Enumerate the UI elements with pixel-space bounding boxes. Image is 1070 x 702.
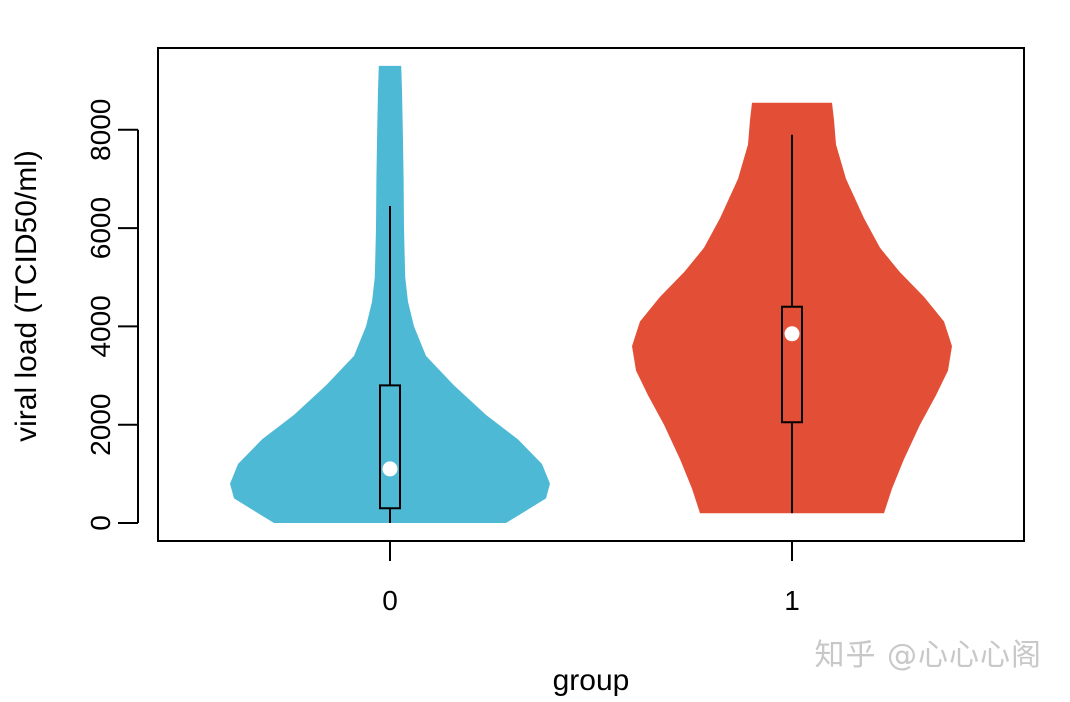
y-axis: 0 2000 4000 6000 8000 bbox=[85, 99, 139, 531]
y-tick-label-6000: 6000 bbox=[85, 197, 116, 259]
y-tick-label-8000: 8000 bbox=[85, 99, 116, 161]
x-axis-label: group bbox=[553, 664, 630, 697]
median-point-group-0 bbox=[382, 461, 398, 477]
violins bbox=[230, 65, 952, 524]
median-point-group-1 bbox=[784, 326, 800, 342]
x-tick-label-1: 1 bbox=[784, 585, 800, 616]
y-tick-label-4000: 4000 bbox=[85, 295, 116, 357]
y-axis-label: viral load (TCID50/ml) bbox=[10, 150, 43, 442]
watermark: 知乎 @心心心阁 bbox=[814, 638, 1042, 673]
iqr-box-group-1 bbox=[781, 305, 803, 424]
plot-frame bbox=[157, 47, 1025, 542]
x-tick-label-0: 0 bbox=[382, 585, 398, 616]
y-tick-label-0: 0 bbox=[85, 515, 116, 531]
boxplots bbox=[379, 134, 803, 523]
iqr-box-group-0 bbox=[379, 384, 401, 510]
y-tick-label-2000: 2000 bbox=[85, 394, 116, 456]
